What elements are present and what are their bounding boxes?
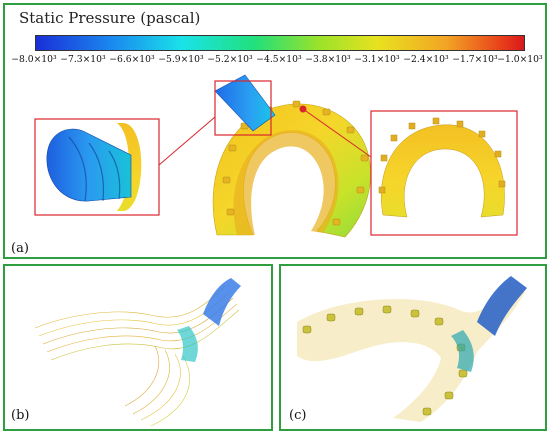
panel-a-label: (a) (11, 241, 29, 256)
tick-label: −8.0×10³ (11, 54, 57, 65)
tick-label: −3.8×10³ (305, 54, 351, 65)
tick-label: −2.4×10³ (403, 54, 449, 65)
main-ring-model (212, 74, 371, 238)
panel-b-label: (b) (11, 408, 30, 423)
panel-c: (c) (279, 264, 547, 431)
inlet-detail-inset (34, 116, 216, 216)
colorbar-ticks: −8.0×10³ −7.3×10³ −6.6×10³ −5.9×10³ −5.2… (5, 54, 545, 70)
panel-a: Static Pressure (pascal) −8.0×10³ −7.3×1… (3, 3, 547, 259)
tick-label: −5.9×10³ (158, 54, 204, 65)
panel-c-label: (c) (289, 408, 307, 423)
panel-b: (b) (3, 264, 273, 431)
tick-label: −6.6×10³ (109, 54, 155, 65)
streamlines-figure (34, 278, 241, 427)
velocity-vectors-figure (297, 276, 527, 422)
tick-label: −1.7×10³ (452, 54, 498, 65)
colorbar (35, 35, 525, 51)
tick-label: −5.2×10³ (207, 54, 253, 65)
tick-label: −4.5×10³ (256, 54, 302, 65)
tick-label: −3.1×10³ (354, 54, 400, 65)
tick-label: −1.0×10³ (497, 54, 543, 65)
ring-detail-inset (302, 108, 518, 236)
colorbar-title: Static Pressure (pascal) (19, 9, 201, 27)
pressure-contour-figure (34, 74, 518, 238)
tick-label: −7.3×10³ (60, 54, 106, 65)
